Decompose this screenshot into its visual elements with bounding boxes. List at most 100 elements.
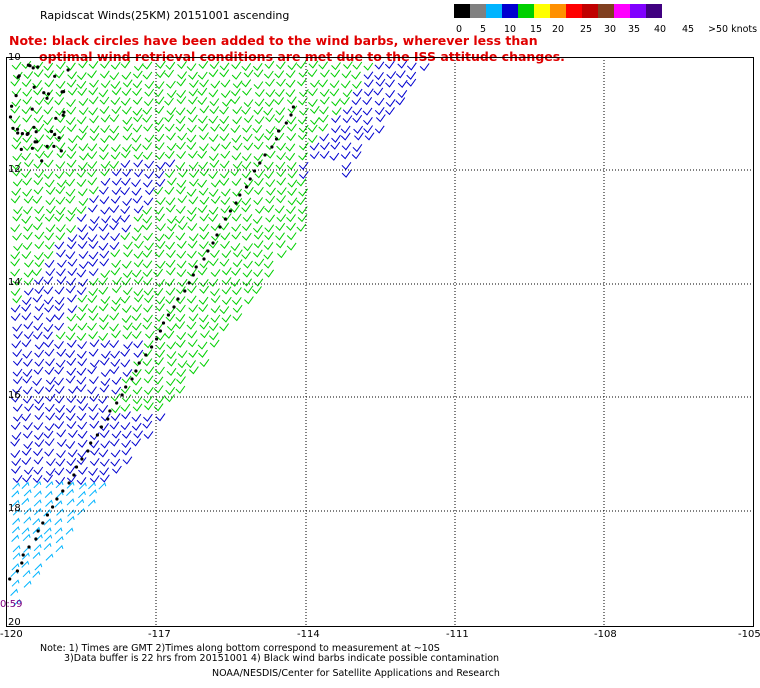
wind-barb xyxy=(23,507,32,515)
wind-barb xyxy=(188,233,199,242)
wind-barb xyxy=(34,286,45,295)
wind-barb xyxy=(33,160,44,169)
contamination-marker xyxy=(191,273,195,277)
wind-barb-map xyxy=(6,57,754,627)
wind-barb xyxy=(120,232,131,241)
wind-barb xyxy=(24,159,34,168)
wind-barb xyxy=(22,569,31,578)
wind-barb xyxy=(111,87,122,96)
wind-barb xyxy=(188,304,199,313)
wind-barb xyxy=(197,87,208,96)
wind-barb xyxy=(23,269,34,278)
wind-barb xyxy=(45,358,55,367)
wind-barb xyxy=(253,231,264,240)
wind-barb xyxy=(221,250,232,259)
wind-barb xyxy=(221,296,232,305)
wind-barb xyxy=(142,179,153,188)
wind-barb xyxy=(56,150,67,159)
wind-barb xyxy=(276,78,286,87)
wind-barb xyxy=(164,150,175,159)
wind-barb xyxy=(319,150,330,159)
wind-barb xyxy=(253,153,264,162)
wind-barb xyxy=(44,304,54,313)
wind-barb xyxy=(298,171,309,180)
wind-barb xyxy=(219,115,230,124)
wind-barb xyxy=(319,106,329,115)
wind-barb xyxy=(220,150,231,159)
wind-barb xyxy=(21,481,30,489)
wind-barb xyxy=(286,116,297,125)
wind-barb xyxy=(331,107,342,116)
wind-barb xyxy=(98,89,109,98)
wind-barb xyxy=(297,116,308,125)
wind-barb xyxy=(98,405,109,414)
wind-barb xyxy=(287,187,298,196)
longitude-label: -105 xyxy=(738,629,760,640)
wind-barb xyxy=(65,213,76,222)
pass-time-label: 0:59 xyxy=(0,599,23,610)
wind-barb xyxy=(374,61,385,70)
wind-barb xyxy=(166,90,177,99)
contamination-marker xyxy=(33,140,37,144)
contamination-marker xyxy=(161,321,166,325)
contamination-marker xyxy=(284,121,288,125)
wind-barb xyxy=(11,458,22,467)
wind-barb xyxy=(43,171,54,180)
wind-barb xyxy=(165,159,176,168)
wind-barb xyxy=(100,206,111,215)
wind-barb xyxy=(219,323,230,332)
wind-barb xyxy=(89,79,99,88)
wind-barb xyxy=(12,323,23,332)
wind-barb xyxy=(132,70,143,79)
wind-barb xyxy=(297,132,308,141)
wind-barb xyxy=(175,215,185,224)
wind-barb xyxy=(286,232,297,241)
wind-barb xyxy=(76,367,87,376)
contamination-marker xyxy=(30,107,34,111)
wind-barb xyxy=(33,490,42,498)
wind-barb xyxy=(46,458,56,467)
wind-barb xyxy=(43,527,52,535)
wind-barb xyxy=(144,402,154,411)
wind-barb xyxy=(55,331,66,340)
wind-barb xyxy=(142,61,153,70)
wind-barb xyxy=(88,403,98,412)
wind-barb xyxy=(88,312,99,321)
contamination-marker xyxy=(45,513,50,517)
wind-barb xyxy=(89,376,99,385)
wind-barb xyxy=(56,249,66,258)
wind-barb xyxy=(198,279,209,288)
wind-barb xyxy=(208,153,219,162)
contamination-marker xyxy=(124,385,128,389)
wind-barb xyxy=(121,411,131,420)
wind-barb xyxy=(44,348,55,357)
wind-barb xyxy=(110,393,121,402)
contamination-marker xyxy=(211,241,215,245)
wind-barb xyxy=(33,322,44,331)
contamination-marker xyxy=(150,345,154,349)
wind-barb xyxy=(68,429,78,438)
wind-barb xyxy=(45,468,56,477)
wind-barb xyxy=(87,161,98,170)
wind-barb xyxy=(112,276,122,285)
wind-barb xyxy=(89,475,100,484)
wind-barb xyxy=(175,107,186,116)
wind-barb xyxy=(88,331,99,340)
wind-barb xyxy=(276,142,287,151)
wind-barb xyxy=(11,534,20,542)
wind-barb xyxy=(121,447,132,456)
wind-barb xyxy=(231,61,242,70)
wind-barb xyxy=(241,106,252,115)
wind-barb xyxy=(253,69,264,78)
wind-barb xyxy=(45,224,56,233)
wind-barb xyxy=(298,97,308,106)
wind-barb xyxy=(287,123,297,132)
wind-barb xyxy=(231,231,242,240)
wind-barb xyxy=(100,413,111,422)
wind-barb xyxy=(22,134,33,143)
wind-barb xyxy=(154,124,165,133)
wind-barb xyxy=(143,98,154,107)
wind-barb xyxy=(122,132,133,141)
wind-barb xyxy=(342,106,353,115)
wind-barb xyxy=(155,303,165,312)
